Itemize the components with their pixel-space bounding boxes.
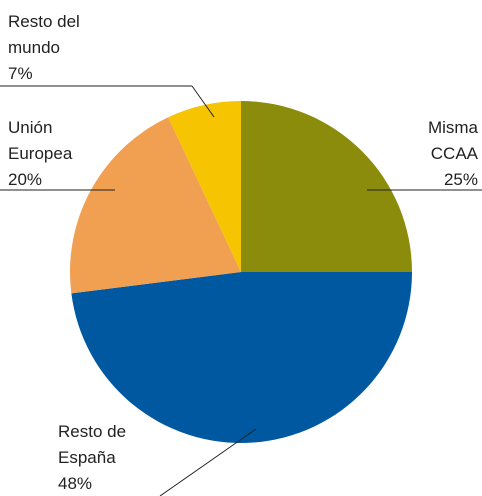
slice-label: Unión Europea 20% <box>8 115 98 193</box>
category-label: Misma CCAA <box>427 118 478 163</box>
slice-label: Resto de España 48% <box>58 419 158 496</box>
value-label: 20% <box>8 170 43 189</box>
pie-slice <box>241 101 412 272</box>
category-label: Resto del mundo <box>8 12 80 57</box>
leader-line <box>191 85 215 118</box>
pie-slice <box>168 101 241 272</box>
category-label: Resto de España <box>58 422 127 467</box>
pie-slice <box>70 117 241 294</box>
leader-line <box>159 428 257 496</box>
slice-label: Resto del mundo 7% <box>8 9 108 87</box>
value-label: 7% <box>8 64 33 83</box>
category-label: Unión Europea <box>8 118 73 163</box>
value-label: 25% <box>443 170 478 189</box>
slice-label: Misma CCAA 25% <box>398 115 478 193</box>
value-label: 48% <box>58 474 93 493</box>
pie-slice <box>71 272 412 444</box>
